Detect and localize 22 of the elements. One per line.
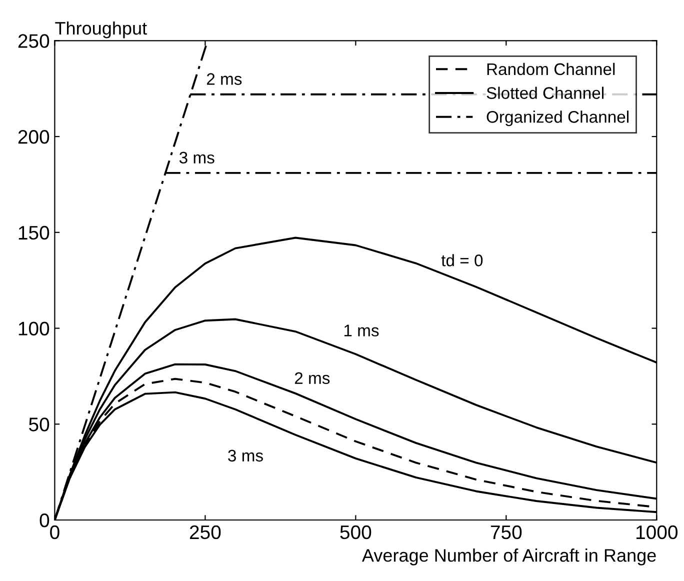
annotation: 3 ms bbox=[228, 450, 263, 462]
legend-label: Slotted Channel bbox=[486, 86, 604, 99]
annotation: 3 ms bbox=[179, 152, 214, 164]
legend-label: Organized Channel bbox=[486, 110, 628, 126]
annotation: 2 ms bbox=[206, 73, 242, 85]
y-axis-title: Throughput bbox=[55, 21, 147, 38]
annotation: td = 0 bbox=[441, 254, 483, 266]
annotation: 2 ms bbox=[294, 372, 330, 384]
x-tick-label: 750 bbox=[490, 525, 522, 540]
x-tick-label: 0 bbox=[50, 525, 60, 540]
y-tick-label: 0 bbox=[40, 513, 50, 528]
x-tick-label: 1000 bbox=[636, 525, 678, 540]
x-tick-label: 500 bbox=[340, 525, 372, 540]
y-tick-label: 250 bbox=[18, 34, 50, 48]
y-tick-label: 50 bbox=[29, 418, 50, 432]
y-tick-label: 100 bbox=[18, 322, 50, 336]
legend-label: Random Channel bbox=[487, 62, 615, 76]
x-tick-label: 250 bbox=[190, 525, 221, 540]
y-tick-label: 150 bbox=[18, 226, 50, 240]
x-axis-title: Average Number of Aircraft in Range bbox=[362, 548, 656, 566]
y-tick-label: 200 bbox=[18, 130, 50, 144]
annotation: 1 ms bbox=[344, 324, 379, 336]
